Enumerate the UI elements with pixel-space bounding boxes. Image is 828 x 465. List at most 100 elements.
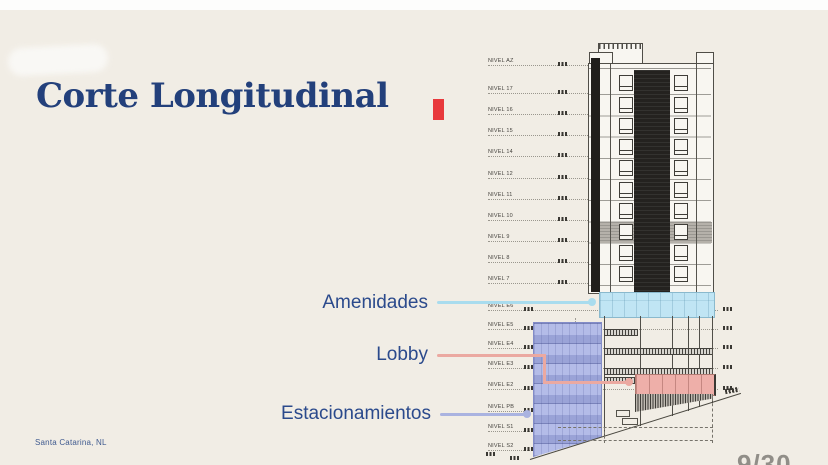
- elevation-marker-icon: [558, 259, 567, 263]
- estacionamientos-zone: [533, 322, 602, 457]
- podium-column: [699, 316, 700, 407]
- lobby-leader-line: [437, 354, 546, 357]
- window: [619, 75, 633, 91]
- level-line: [488, 156, 588, 157]
- callout-estacionamientos: Estacionamientos: [281, 403, 431, 424]
- level-label: NIVEL 16: [488, 107, 513, 113]
- window: [619, 160, 633, 176]
- ground-tick-icon: [510, 456, 519, 460]
- level-label: NIVEL E6: [488, 303, 514, 309]
- level-line: [488, 450, 540, 451]
- level-line: [488, 283, 588, 284]
- blurred-logo: [7, 43, 109, 77]
- level-label: NIVEL 12: [488, 171, 513, 177]
- elevation-marker-icon: [558, 217, 567, 221]
- elevation-marker-icon: [723, 345, 732, 349]
- podium-column: [688, 316, 689, 411]
- level-line: [488, 329, 718, 330]
- level-label: NIVEL S1: [488, 424, 514, 430]
- level-line: [488, 114, 588, 115]
- page-indicator: 9/30: [737, 449, 792, 465]
- level-label: NIVEL 17: [488, 86, 513, 92]
- level-label: NIVEL E5: [488, 322, 514, 328]
- level-label: NIVEL E2: [488, 382, 514, 388]
- footer-location: Santa Catarina, NL: [35, 438, 107, 447]
- window: [619, 139, 633, 155]
- window: [674, 139, 688, 155]
- level-label: NIVEL PB: [488, 404, 515, 410]
- level-line: [488, 389, 718, 390]
- lobby-leader-line-vertical: [543, 354, 546, 384]
- level-line: [488, 348, 718, 349]
- callout-amenidades: Amenidades: [322, 292, 428, 313]
- window: [674, 118, 688, 134]
- podium-slab: [604, 348, 712, 355]
- window: [674, 97, 688, 113]
- window: [619, 224, 633, 240]
- window: [674, 75, 688, 91]
- podium-column: [672, 316, 673, 416]
- level-line: [488, 431, 540, 432]
- podium-column: [712, 316, 713, 403]
- underground-dashed-line: [558, 440, 713, 441]
- lobby-zone: [635, 374, 716, 396]
- podium-slab: [604, 329, 638, 336]
- underground-dashed-line: [604, 427, 605, 443]
- rooftop-hatch: [599, 44, 641, 49]
- elevation-marker-icon: [723, 365, 732, 369]
- level-label: NIVEL 10: [488, 213, 513, 219]
- level-line: [488, 93, 588, 94]
- page-title: Corte Longitudinal: [36, 76, 389, 116]
- stair-detail: [622, 418, 638, 425]
- elevation-marker-icon: [558, 153, 567, 157]
- elevation-marker-icon: [524, 307, 533, 311]
- level-line: [488, 135, 588, 136]
- roof-floor-line: [589, 68, 711, 69]
- tower-inner-line-right: [696, 64, 697, 292]
- level-line: [488, 262, 588, 263]
- window: [674, 266, 688, 282]
- window: [674, 203, 688, 219]
- level-label: NIVEL AZ: [488, 58, 514, 64]
- window: [619, 97, 633, 113]
- elevation-marker-icon: [524, 386, 533, 390]
- estacionamientos-leader-line: [440, 413, 525, 416]
- elevation-marker-icon: [723, 307, 732, 311]
- window: [674, 245, 688, 261]
- window: [619, 245, 633, 261]
- window: [619, 266, 633, 282]
- window: [674, 160, 688, 176]
- tower-inner-line-left: [610, 64, 611, 292]
- elevation-marker-icon: [558, 196, 567, 200]
- level-label: NIVEL 15: [488, 128, 513, 134]
- level-line: [488, 411, 540, 412]
- window: [674, 182, 688, 198]
- level-label: NIVEL 14: [488, 149, 513, 155]
- level-line: [488, 65, 588, 66]
- level-label: NIVEL S2: [488, 443, 514, 449]
- elevation-marker-icon: [558, 111, 567, 115]
- amenidades-leader-line: [437, 301, 590, 304]
- amenidades-endpoint-dot-icon: [588, 298, 596, 306]
- estacionamientos-endpoint-dot-icon: [523, 410, 531, 418]
- level-label: NIVEL E3: [488, 361, 514, 367]
- level-line: [488, 220, 588, 221]
- window: [619, 203, 633, 219]
- top-strip: [0, 0, 828, 10]
- elevator-core-poche: [634, 70, 670, 292]
- level-label: NIVEL 8: [488, 255, 510, 261]
- amenidades-zone: [599, 292, 715, 318]
- level-label: NIVEL 9: [488, 234, 510, 240]
- level-line: [488, 178, 588, 179]
- elevation-marker-icon: [558, 280, 567, 284]
- elevation-marker-icon: [524, 365, 533, 369]
- level-label: NIVEL 7: [488, 276, 510, 282]
- level-line: [488, 368, 718, 369]
- elevation-marker-icon: [558, 62, 567, 66]
- elevation-marker-icon: [558, 90, 567, 94]
- window: [619, 118, 633, 134]
- callout-lobby: Lobby: [376, 344, 428, 365]
- elevation-marker-icon: [558, 238, 567, 242]
- elevation-marker-icon: [558, 175, 567, 179]
